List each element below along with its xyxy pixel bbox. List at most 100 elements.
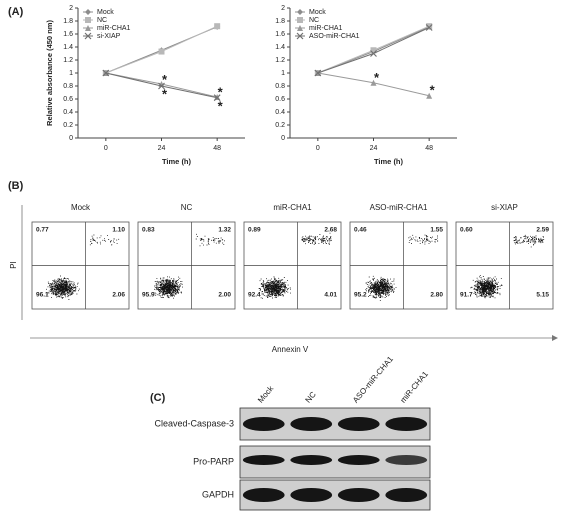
quadrant-value: 2.00 <box>218 292 231 299</box>
flow-title: si-XIAP <box>491 203 518 212</box>
quadrant-value: 2.80 <box>430 292 443 299</box>
quadrant-value: 5.15 <box>536 292 549 299</box>
y-tick-label: 1.4 <box>63 44 73 51</box>
legend-label: Mock <box>97 9 114 16</box>
quadrant-value: 1.55 <box>430 227 443 234</box>
band <box>290 455 333 465</box>
y-tick-label: 0 <box>281 135 285 142</box>
band <box>242 488 285 502</box>
blot-panel: Mock NC ASO-miR-CHA1 miR-CHA1 Cleaved-Caspas… <box>154 354 431 511</box>
y-tick-label: 2 <box>69 5 73 12</box>
flow-x-label: Annexin V <box>272 345 309 354</box>
quadrant-value: 0.77 <box>36 227 49 234</box>
y-tick-label: 0.4 <box>275 109 285 116</box>
annotation: * <box>430 82 436 97</box>
marker <box>158 82 165 90</box>
marker <box>85 17 91 23</box>
panel-label: (C) <box>150 392 166 404</box>
x-tick-label: 0 <box>104 145 108 152</box>
y-axis-label: Relative absorbance (450 nm) <box>45 20 54 126</box>
cell-dots <box>470 234 545 299</box>
x-tick-label: 0 <box>316 145 320 152</box>
quadrant-value: 2.68 <box>324 227 337 234</box>
band <box>337 455 380 465</box>
y-tick-label: 1 <box>281 70 285 77</box>
quadrant-value: 1.10 <box>112 227 125 234</box>
y-tick-label: 0.2 <box>275 122 285 129</box>
flow-plot: Mock 0.77 1.10 96.1 2.06 <box>31 203 130 310</box>
quadrant-value: 0.89 <box>248 227 261 234</box>
y-tick-label: 1.2 <box>63 57 73 64</box>
row-label: Cleaved-Caspase-3 <box>154 418 234 428</box>
marker <box>314 69 322 77</box>
quadrant-value: 92.4 <box>248 292 261 299</box>
x-tick-label: 48 <box>213 145 221 152</box>
y-tick-label: 0.6 <box>275 96 285 103</box>
band <box>385 488 428 502</box>
cell-dots <box>46 234 120 300</box>
row-label: Pro-PARP <box>193 456 234 466</box>
flow-plot: ASO-miR-CHA1 0.46 1.55 95.2 2.80 <box>349 203 448 310</box>
panel-label: (A) <box>8 6 24 18</box>
annotation: * <box>218 84 224 99</box>
legend-label: ASO-miR-CHA1 <box>309 33 360 40</box>
marker <box>296 32 304 40</box>
cell-dots <box>258 232 332 299</box>
x-axis-label: Time (h) <box>162 157 192 166</box>
lane-label: ASO-miR-CHA1 <box>351 354 395 404</box>
marker <box>370 79 377 86</box>
y-tick-label: 0.8 <box>63 83 73 90</box>
row-label: GAPDH <box>202 489 234 499</box>
x-tick-label: 48 <box>425 145 433 152</box>
band <box>385 417 428 431</box>
line-chart: 0 0.2 0.4 0.6 0.8 1 1.2 1.4 1.6 1.8 2 0 24 48 Time (h)… <box>275 5 457 166</box>
marker <box>102 69 110 77</box>
y-tick-label: 0.4 <box>63 109 73 116</box>
band <box>290 488 333 502</box>
legend-label: miR-CHA1 <box>97 25 131 32</box>
quadrant-value: 0.46 <box>354 227 367 234</box>
y-tick-label: 1.2 <box>275 57 285 64</box>
band <box>337 488 380 502</box>
quadrant-value: 2.59 <box>536 227 549 234</box>
quadrant-value: 96.1 <box>36 292 49 299</box>
quadrant-value: 91.7 <box>460 292 473 299</box>
marker <box>426 92 433 99</box>
y-tick-label: 0.2 <box>63 122 73 129</box>
y-tick-label: 1.4 <box>275 44 285 51</box>
y-tick-label: 1.8 <box>275 18 285 25</box>
x-tick-label: 24 <box>370 145 378 152</box>
marker <box>213 94 221 102</box>
band <box>242 455 285 465</box>
flow-plot: si-XIAP 0.60 2.59 91.7 5.15 <box>455 203 554 310</box>
quadrant-value: 1.32 <box>218 227 231 234</box>
flow-plot: miR-CHA1 0.89 2.68 92.4 4.01 <box>243 203 342 310</box>
quadrant-value: 95.9 <box>142 292 155 299</box>
band <box>385 455 428 465</box>
flow-plot: NC 0.83 1.32 95.9 2.00 <box>137 203 236 310</box>
y-tick-label: 1.6 <box>275 31 285 38</box>
marker <box>370 50 377 57</box>
legend-label: Mock <box>309 9 326 16</box>
legend-label: si-XIAP <box>97 33 121 40</box>
marker <box>85 9 91 15</box>
flow-title: Mock <box>71 203 91 212</box>
marker <box>297 25 303 31</box>
x-tick-label: 24 <box>158 145 166 152</box>
marker <box>297 9 303 15</box>
marker <box>158 48 165 55</box>
y-tick-label: 0.8 <box>275 83 285 90</box>
y-tick-label: 0 <box>69 135 73 142</box>
lane-label: Mock <box>256 383 276 404</box>
annotation: * <box>218 99 224 114</box>
marker <box>85 25 91 31</box>
annotation: * <box>374 70 380 85</box>
lane-label: NC <box>304 390 318 405</box>
marker <box>425 24 433 31</box>
quadrant-value: 0.60 <box>460 227 473 234</box>
legend-label: miR-CHA1 <box>309 25 343 32</box>
y-tick-label: 0.6 <box>63 96 73 103</box>
y-tick-label: 2 <box>281 5 285 12</box>
